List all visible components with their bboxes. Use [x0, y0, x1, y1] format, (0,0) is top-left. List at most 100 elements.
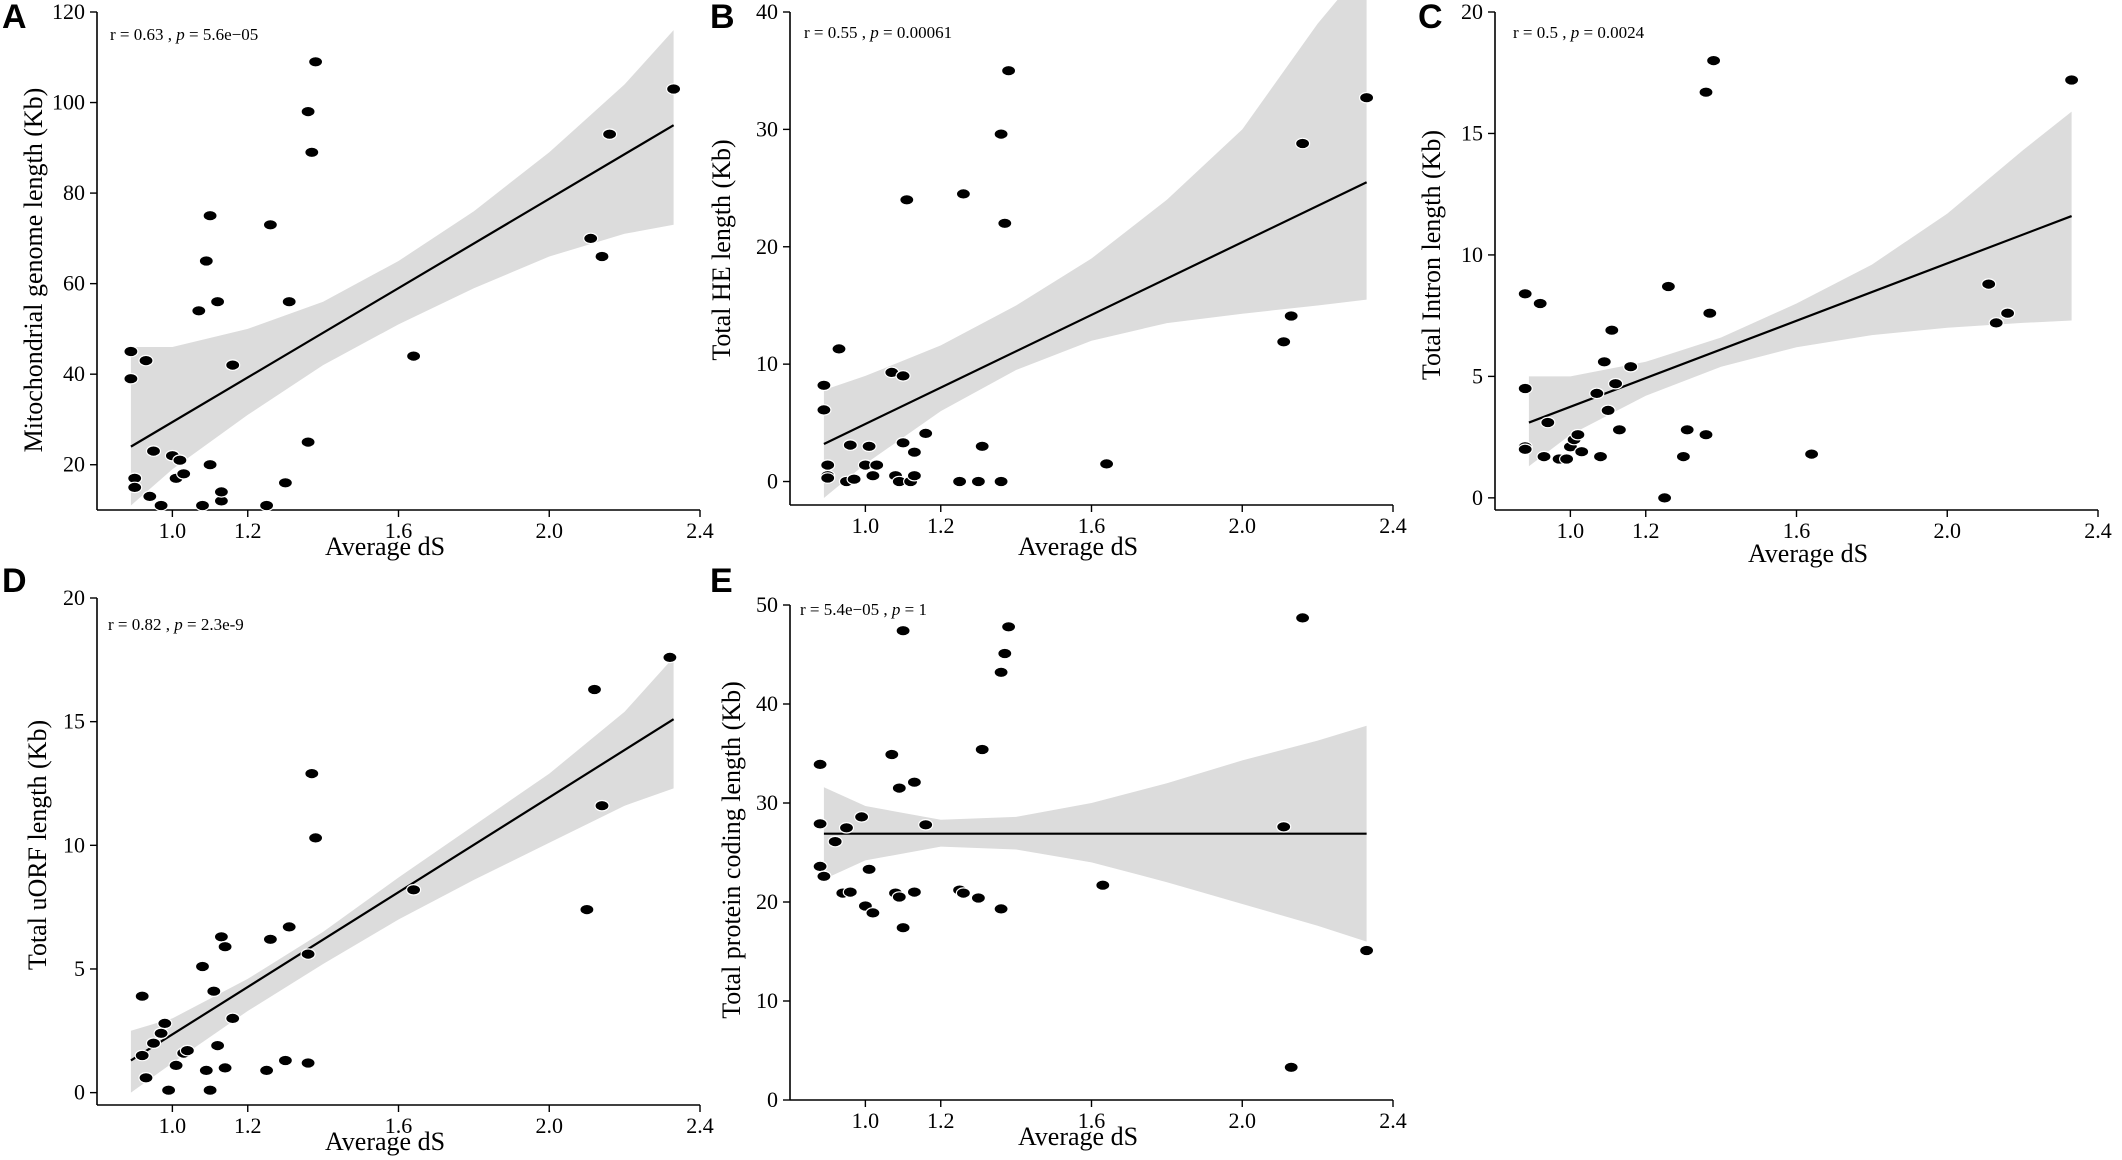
- y-tick-label-c: 10: [1461, 242, 1483, 267]
- data-point-c: [1532, 297, 1548, 310]
- data-point-b: [1358, 91, 1375, 104]
- x-axis-label-c: Average dS: [1748, 539, 1868, 568]
- x-tick-label-d: 2.0: [536, 1113, 564, 1138]
- data-point-d: [281, 921, 297, 933]
- x-tick-label-b: 2.4: [1379, 513, 1407, 538]
- data-point-e: [955, 887, 972, 899]
- data-point-b: [951, 475, 968, 488]
- y-tick-label-b: 0: [767, 469, 778, 494]
- y-axis-label-d: Total uORF length (Kb): [23, 720, 52, 970]
- data-point-c: [1660, 280, 1677, 293]
- y-tick-label-e: 20: [756, 889, 778, 914]
- data-point-e: [891, 891, 907, 903]
- data-point-c: [1517, 382, 1533, 395]
- data-point-e: [997, 647, 1013, 660]
- data-point-e: [891, 782, 907, 794]
- data-point-e: [895, 624, 911, 637]
- data-point-d: [308, 832, 324, 844]
- data-point-d: [161, 1084, 177, 1096]
- y-tick-label-a: 80: [63, 180, 85, 205]
- data-point-b: [869, 459, 885, 471]
- stat-annotation-a: r = 0.63 , p = 5.6e−05: [110, 25, 258, 44]
- data-point-e: [884, 748, 900, 761]
- data-point-e: [827, 835, 843, 848]
- y-tick-label-d: 15: [63, 709, 85, 734]
- data-point-a: [145, 445, 162, 457]
- x-tick-label-b: 1.0: [852, 513, 880, 538]
- y-tick-label-e: 30: [756, 790, 778, 815]
- data-point-b: [974, 440, 990, 453]
- data-point-b: [820, 472, 836, 484]
- data-point-a: [262, 219, 278, 231]
- data-point-d: [300, 1057, 316, 1069]
- data-point-e: [853, 811, 870, 823]
- y-axis-label-a: Mitochondrial genome length (Kb): [19, 88, 48, 453]
- data-point-c: [2064, 74, 2080, 86]
- data-point-c: [1702, 307, 1718, 319]
- data-point-a: [281, 295, 297, 308]
- data-point-a: [594, 250, 610, 263]
- y-tick-label-c: 20: [1461, 0, 1483, 24]
- data-point-a: [277, 476, 293, 489]
- data-point-d: [134, 1049, 150, 1062]
- data-point-c: [1517, 443, 1533, 456]
- data-point-e: [865, 907, 881, 919]
- data-point-d: [217, 940, 233, 953]
- stat-p-value-b: = 0.00061: [879, 23, 952, 42]
- data-point-d: [134, 990, 150, 1002]
- data-point-a: [191, 304, 207, 317]
- stat-p-symbol-e: p: [891, 600, 901, 619]
- data-point-e: [1283, 1061, 1299, 1074]
- data-point-e: [993, 903, 1009, 915]
- y-tick-label-d: 5: [74, 956, 85, 981]
- data-point-d: [168, 1059, 184, 1072]
- data-point-c: [1570, 428, 1586, 441]
- data-point-a: [213, 486, 229, 498]
- data-point-d: [262, 933, 278, 946]
- y-tick-label-a: 60: [63, 271, 85, 296]
- data-point-e: [842, 886, 858, 898]
- data-point-a: [198, 255, 214, 267]
- stat-r-a: r = 0.63 ,: [110, 25, 176, 44]
- data-point-d: [300, 948, 316, 960]
- plot-area-b: 1.0 1.2 1.6 2.0 2.4 0 10 20 30 40: [756, 0, 1407, 538]
- x-tick-label-b: 1.2: [927, 513, 955, 538]
- panel-label-b: B: [710, 0, 735, 36]
- stat-annotation-b: r = 0.55 , p = 0.00061: [804, 23, 952, 42]
- confidence-band-b: [823, 0, 1367, 498]
- stat-p-value-d: = 2.3e-9: [183, 615, 244, 634]
- data-point-b: [997, 217, 1013, 230]
- data-point-d: [213, 930, 229, 943]
- x-tick-label-c: 2.4: [2084, 518, 2112, 543]
- data-point-a: [304, 146, 320, 159]
- data-point-c: [1698, 86, 1714, 98]
- y-tick-label-a: 20: [63, 452, 85, 477]
- data-point-e: [970, 892, 987, 904]
- data-point-a: [300, 436, 316, 448]
- x-tick-label-c: 1.6: [1783, 518, 1811, 543]
- data-point-d: [194, 960, 211, 973]
- x-axis-label-a: Average dS: [325, 532, 445, 561]
- y-tick-label-e: 10: [756, 988, 778, 1013]
- x-axis-label-e: Average dS: [1018, 1122, 1138, 1151]
- data-point-d: [225, 1012, 241, 1025]
- data-point-b: [820, 459, 836, 471]
- panel-label-a: A: [2, 0, 27, 36]
- data-point-e: [816, 870, 832, 883]
- x-tick-label-e: 2.0: [1229, 1108, 1257, 1133]
- x-tick-label-c: 1.0: [1557, 518, 1585, 543]
- x-tick-label-c: 2.0: [1934, 518, 1962, 543]
- x-tick-label-a: 1.0: [159, 518, 187, 543]
- x-tick-label-a: 2.4: [686, 518, 714, 543]
- y-axis-label-b: Total HE length (Kb): [707, 139, 736, 360]
- data-point-d: [304, 767, 320, 780]
- stat-r-c: r = 0.5 ,: [1513, 23, 1571, 42]
- data-point-d: [179, 1044, 195, 1057]
- data-point-b: [831, 343, 847, 355]
- data-point-e: [838, 821, 855, 834]
- x-tick-label-a: 1.2: [234, 518, 262, 543]
- data-point-d: [594, 799, 610, 812]
- data-point-e: [861, 863, 877, 876]
- data-point-b: [1098, 458, 1115, 470]
- data-point-a: [138, 354, 154, 367]
